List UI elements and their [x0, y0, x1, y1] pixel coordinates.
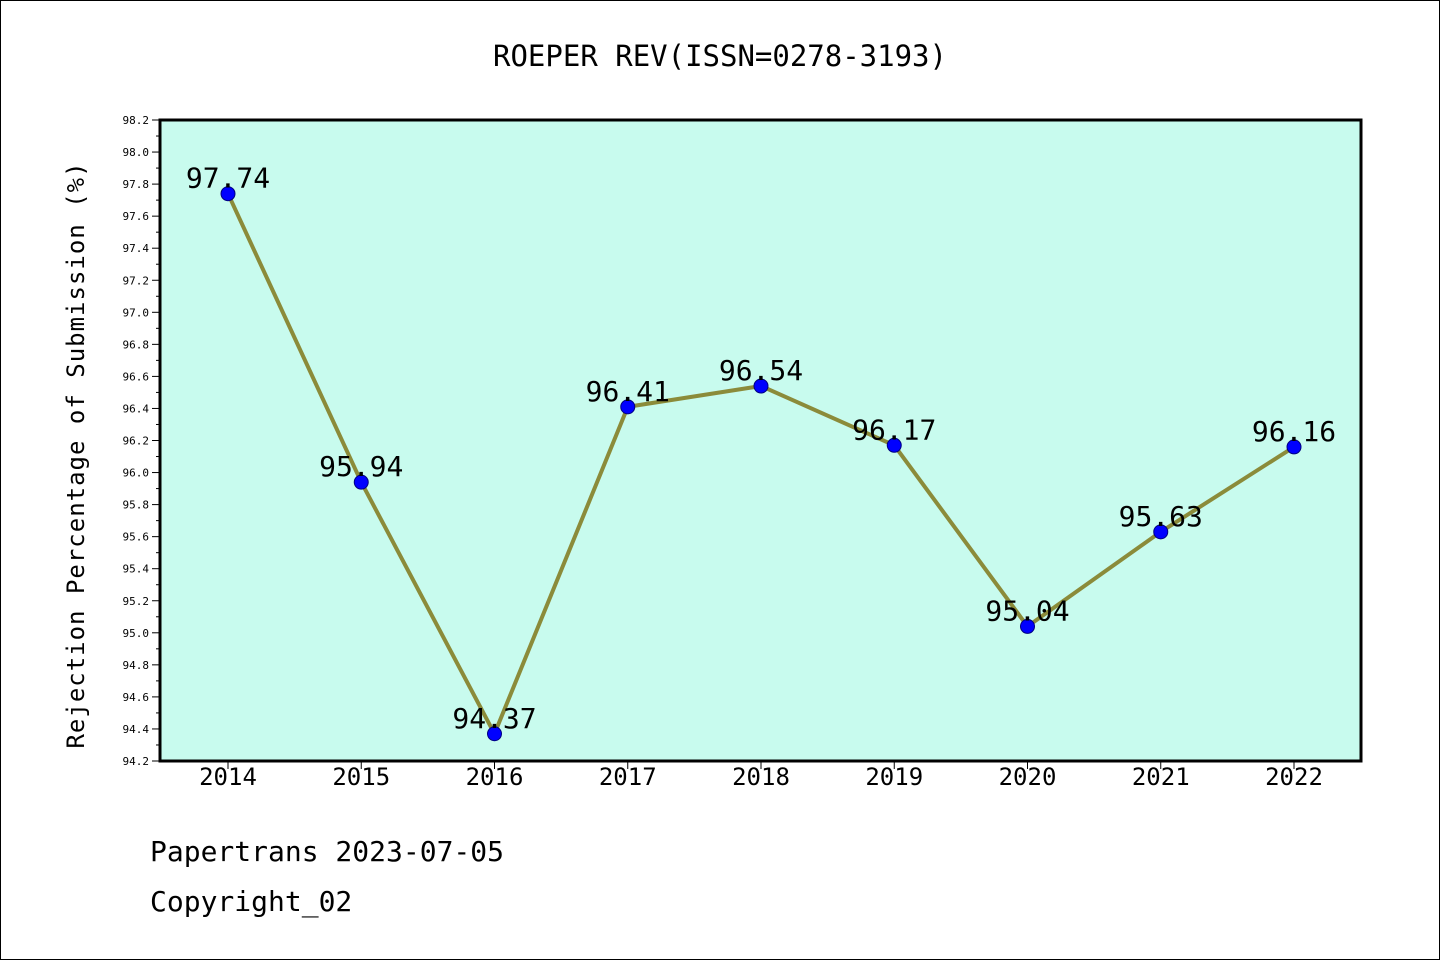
data-label: 96.41	[586, 375, 670, 408]
y-tick-label: 95.2	[123, 595, 150, 608]
plot-area	[160, 120, 1361, 761]
y-tick-label: 95.0	[123, 627, 150, 640]
data-label: 94.37	[452, 702, 536, 735]
x-tick-label: 2018	[732, 763, 790, 791]
y-tick-label: 95.4	[123, 563, 150, 576]
y-tick-label: 97.0	[123, 306, 150, 319]
chart-title: ROEPER REV(ISSN=0278-3193)	[493, 39, 947, 73]
y-tick-label: 94.8	[123, 659, 150, 672]
x-tick-label: 2016	[466, 763, 524, 791]
y-tick-label: 97.2	[123, 274, 150, 287]
y-tick-label: 96.2	[123, 435, 150, 448]
data-points	[220, 186, 1302, 742]
data-point	[753, 378, 769, 394]
x-axis: 2014 2015 2016 2017 2018 2019 2020 2021 2022	[199, 761, 1323, 791]
y-tick-label: 98.2	[123, 114, 150, 127]
data-labels: 97.74 95.94 94.37 96.41 96.54 96.17 95.04 95.63…	[186, 162, 1336, 735]
x-tick-label: 2015	[332, 763, 390, 791]
data-label: 96.54	[719, 354, 803, 387]
plot-border	[158, 118, 1363, 763]
data-point	[353, 474, 369, 490]
y-tick-label: 96.0	[123, 467, 150, 480]
y-axis: 94.2 94.4 94.6 94.8 95.0 95.2 95.4 95.6 95.8 96.0…	[123, 114, 160, 768]
data-label: 95.94	[319, 450, 403, 483]
x-tick-label: 2014	[199, 763, 257, 791]
y-tick-label: 94.6	[123, 691, 150, 704]
y-tick-label: 95.6	[123, 531, 150, 544]
data-point	[220, 186, 236, 202]
x-tick-label: 2017	[599, 763, 657, 791]
data-label: 95.63	[1119, 500, 1203, 533]
y-tick-label: 95.8	[123, 499, 150, 512]
data-label: 96.17	[852, 413, 936, 446]
data-point	[620, 399, 636, 415]
data-point	[1286, 439, 1302, 455]
footer-copyright: Copyright_02	[150, 885, 353, 918]
y-tick-label: 97.8	[123, 178, 150, 191]
y-tick-label: 94.4	[123, 723, 150, 736]
y-tick-label: 98.0	[123, 146, 150, 159]
y-tick-label: 97.4	[123, 242, 150, 255]
data-label: 97.74	[186, 162, 270, 195]
data-point	[1020, 618, 1035, 634]
y-tick-label: 97.6	[123, 210, 150, 223]
footer-source: Papertrans 2023-07-05	[150, 835, 505, 868]
x-tick-label: 2022	[1265, 763, 1323, 791]
x-tick-label: 2021	[1132, 763, 1190, 791]
x-tick-label: 2020	[999, 763, 1057, 791]
y-tick-label: 94.2	[123, 755, 150, 768]
y-tick-label: 96.6	[123, 370, 150, 383]
data-point	[1153, 524, 1169, 540]
y-axis-title: Rejection Percentage of Submission (%)	[62, 161, 90, 748]
data-label: 96.16	[1252, 415, 1336, 448]
data-label: 95.04	[985, 594, 1069, 627]
x-tick-label: 2019	[865, 763, 923, 791]
data-point	[886, 437, 902, 453]
y-tick-label: 96.8	[123, 338, 150, 351]
data-point	[487, 726, 502, 742]
y-tick-label: 96.4	[123, 402, 150, 415]
